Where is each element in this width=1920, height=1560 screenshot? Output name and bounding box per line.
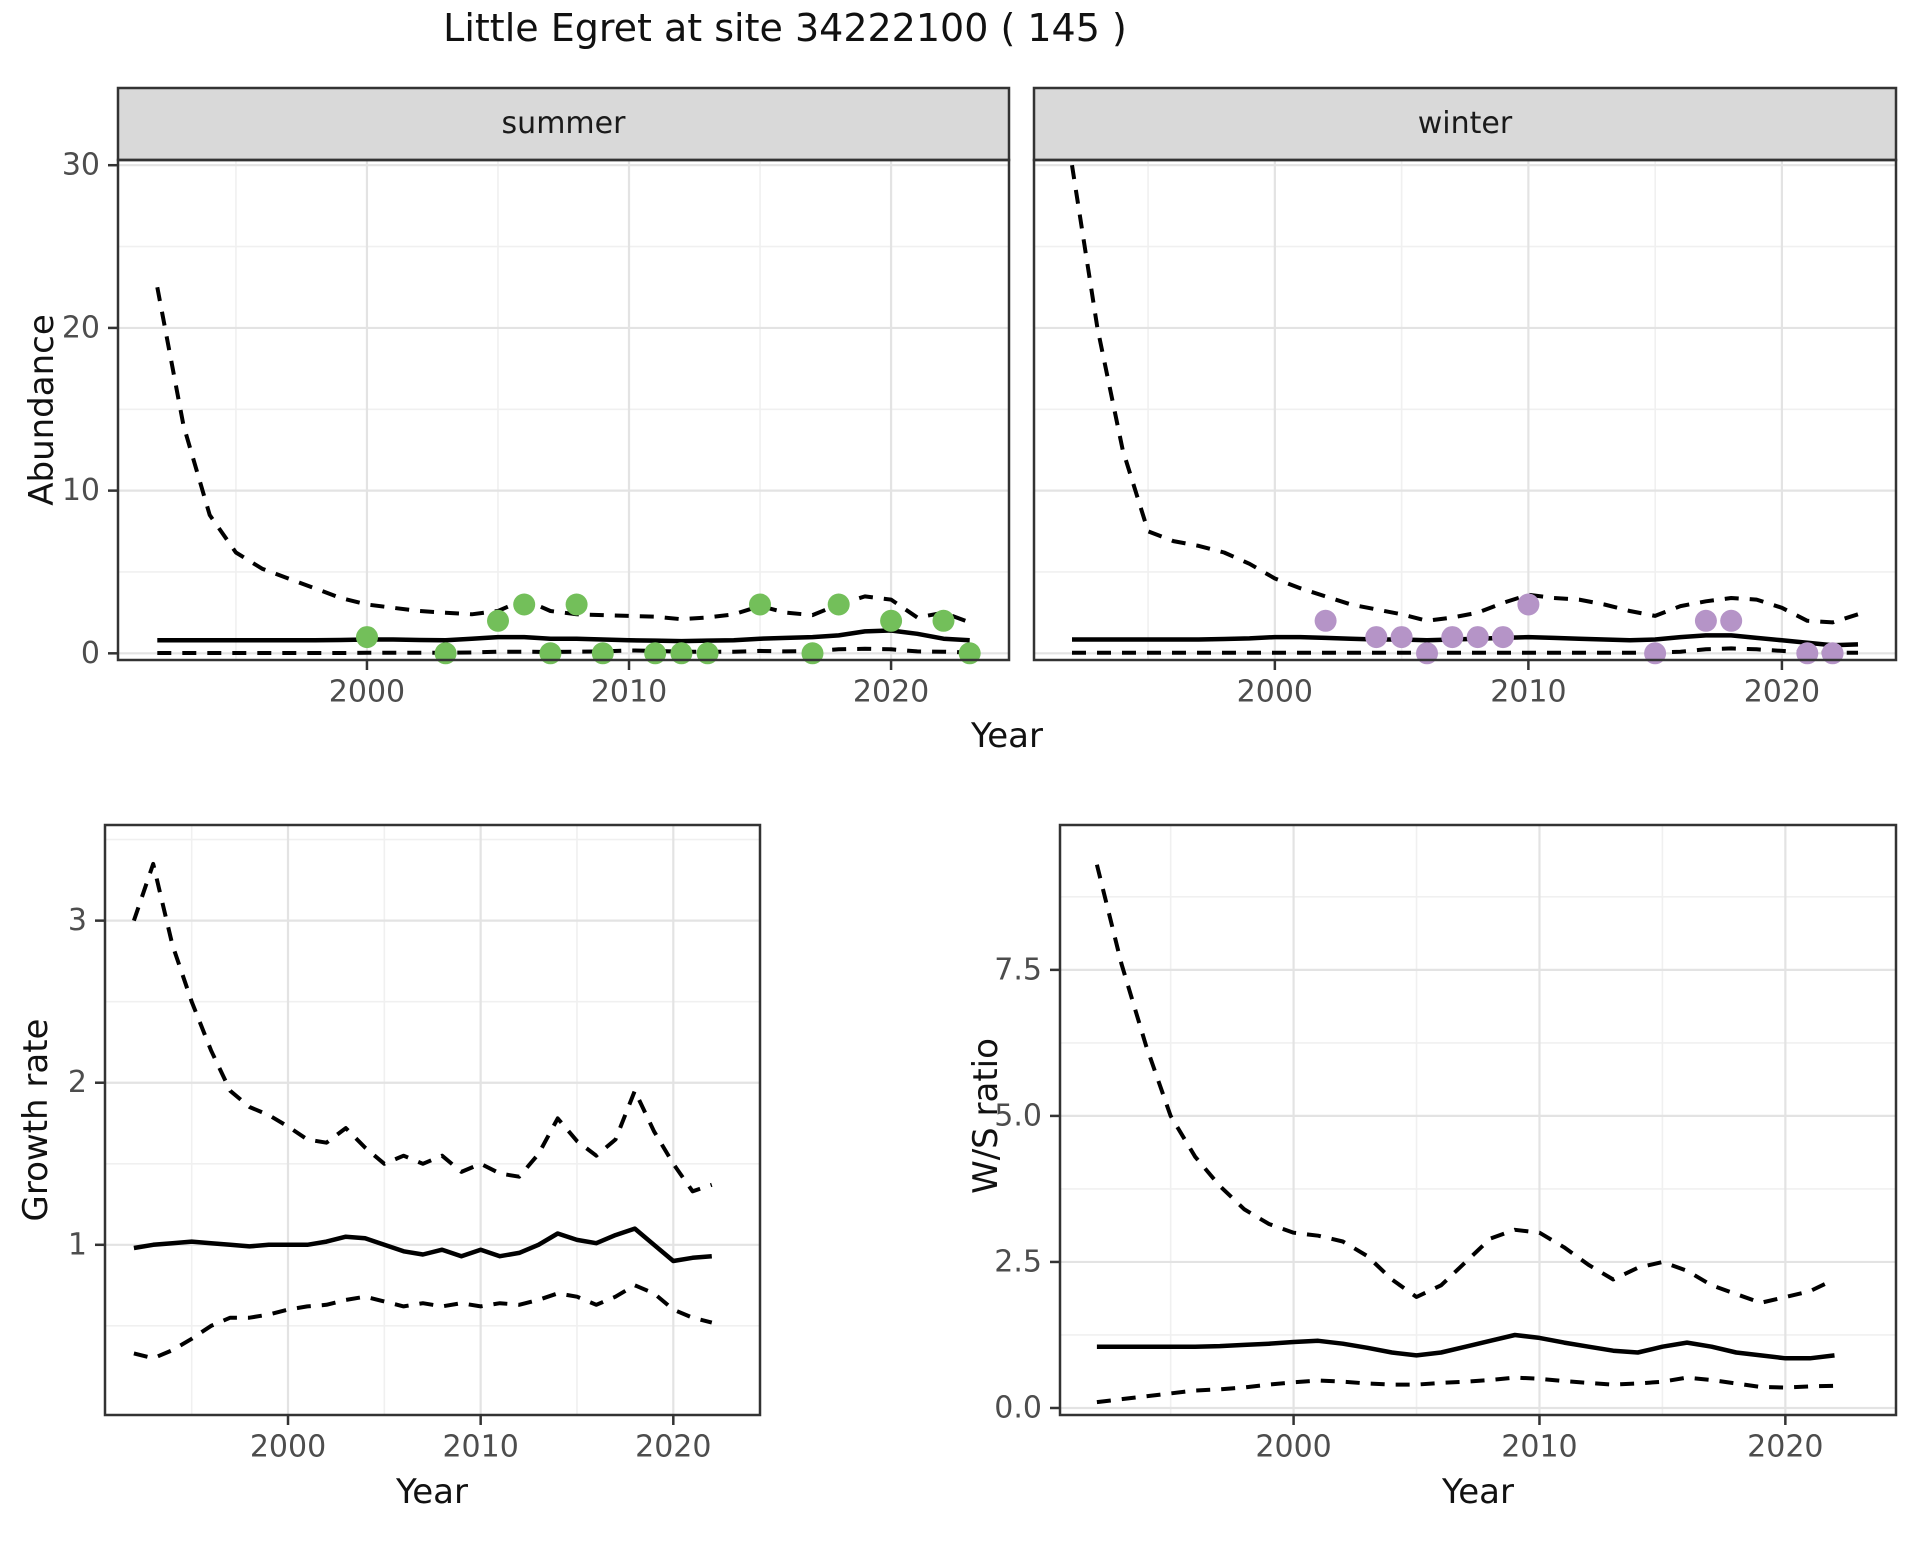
abundance-summer-panel-border [116,158,1011,662]
abundance-winter-observed-point [1390,626,1413,649]
y-tick-label: 2 [68,1065,87,1100]
facet-strip-summer-label: summer [501,105,626,141]
x-tick-label: 2020 [1747,1430,1823,1465]
y-tick-label: 2.5 [994,1244,1042,1279]
x-tick-label: 2020 [635,1430,711,1465]
abundance-summer-observed-point [487,609,509,632]
abundance-summer-facet-strip [116,86,1011,162]
abundance-summer-observed-point [565,593,588,616]
x-axis-title-year-bottom-left: Year [396,1472,468,1512]
abundance-summer-observed-point [513,593,536,616]
abundance-winter-observed-point [1365,626,1388,649]
ws-ratio-fit-line [1096,1332,1835,1361]
abundance-winter-observed-point [1492,626,1514,649]
y-tick-label: 0 [81,636,100,671]
abundance-winter-lower_ci-line [1072,646,1858,655]
growth-rate-fit-line [133,1226,712,1264]
x-tick-label: 2010 [442,1430,518,1465]
abundance-summer-observed-point [749,593,771,616]
ws-ratio-panel-bg [1060,825,1896,1415]
x-tick-label: 2020 [853,675,929,710]
abundance-winter-observed-point [1314,609,1337,632]
abundance-winter-panel-border [1032,158,1898,662]
y-tick-label: 1 [68,1227,87,1262]
x-tick-label: 2000 [250,1430,326,1465]
y-axis-title-abundance: Abundance [22,314,62,506]
abundance-summer-fit-line [157,628,970,644]
ws-ratio-panel-border [1058,823,1898,1417]
y-axis-title-ws-ratio: W/S ratio [966,1038,1006,1194]
y-tick-label: 10 [62,473,100,508]
x-tick-label: 2000 [1255,1430,1331,1465]
x-tick-label: 2010 [1501,1430,1577,1465]
abundance-winter-observed-point [1694,609,1717,632]
abundance-winter-upper_ci-line [1070,164,1859,625]
x-tick-label: 2000 [1237,675,1313,710]
growth-rate-panel-bg [105,825,760,1415]
abundance-summer-observed-point [880,609,903,632]
abundance-winter-observed-point [1441,626,1464,649]
x-tick-label: 2010 [591,675,667,710]
abundance-winter-observed-point [1517,593,1540,616]
abundance-winter-observed-point [1720,609,1743,632]
growth-rate-panel-border [103,823,762,1417]
y-tick-label: 3 [68,903,87,938]
abundance-winter-facet-strip [1032,86,1898,162]
abundance-summer-observed-point [827,593,850,616]
y-tick-label: 20 [62,310,100,345]
x-tick-label: 2010 [1490,675,1566,710]
abundance-summer-observed-point [356,626,378,649]
y-tick-label: 5.0 [994,1098,1042,1133]
y-tick-label: 30 [62,148,100,183]
x-axis-title-year-bottom-right: Year [1442,1472,1514,1512]
growth-rate-lower_ci-line [133,1283,713,1361]
growth-rate-upper_ci-line [132,861,713,1194]
facet-strip-winter-label: winter [1417,105,1513,141]
abundance-winter-observed-point [1466,626,1489,649]
y-tick-label: 7.5 [994,952,1042,987]
abundance-winter-fit-line [1072,633,1859,648]
abundance-summer-lower_ci-line [157,646,970,655]
y-tick-label: 0.0 [994,1390,1042,1425]
abundance-summer-observed-point [932,609,955,632]
x-tick-label: 2000 [329,675,405,710]
chart-title: Little Egret at site 34222100 ( 145 ) [443,6,1127,50]
x-axis-title-year-top: Year [971,716,1043,756]
y-axis-title-growth-rate: Growth rate [16,1018,56,1222]
x-tick-label: 2020 [1744,675,1820,710]
